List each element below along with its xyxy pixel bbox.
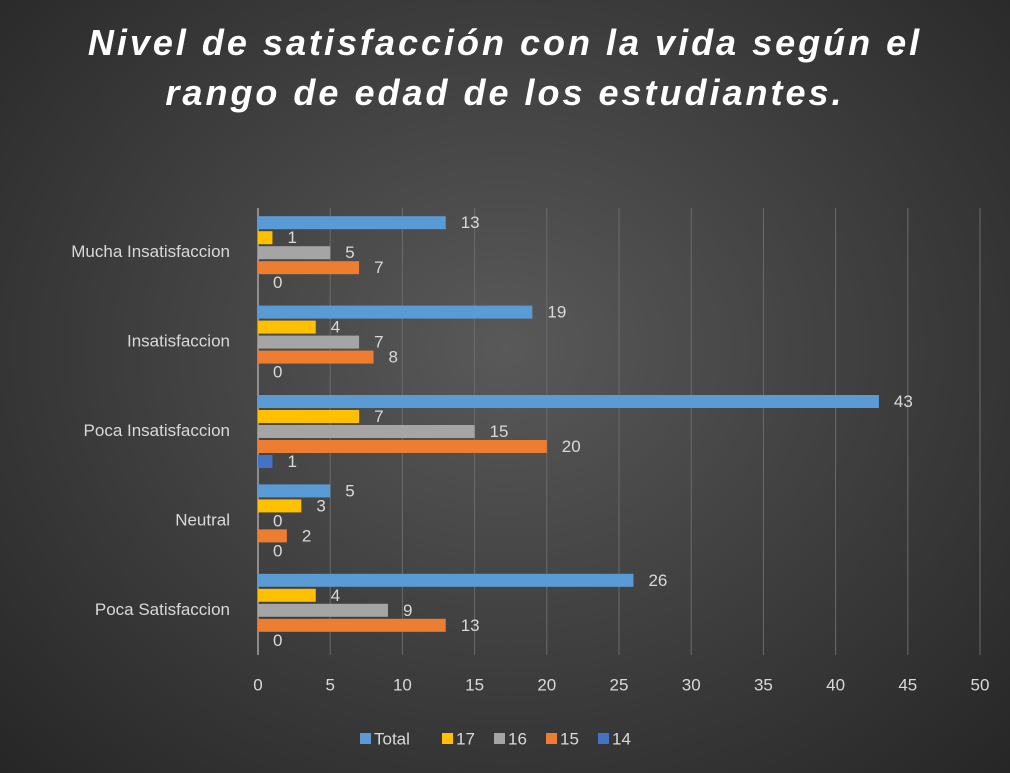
value-label: 4 (331, 318, 340, 337)
value-label: 5 (345, 481, 354, 500)
bar (258, 573, 634, 587)
value-label: 1 (287, 228, 296, 247)
value-label: 15 (490, 422, 509, 441)
value-label: 19 (547, 303, 566, 322)
x-tick-label: 50 (971, 675, 990, 694)
bar (258, 618, 446, 632)
value-label: 9 (403, 601, 412, 620)
y-tick-label: Poca Satisfaccion (95, 600, 230, 619)
value-label: 8 (389, 348, 398, 367)
value-label: 0 (273, 541, 282, 560)
value-label: 13 (461, 616, 480, 635)
legend-swatch (598, 733, 609, 744)
bar (258, 335, 360, 349)
x-tick-label: 15 (465, 675, 484, 694)
bar (258, 603, 388, 617)
bar (258, 529, 287, 543)
x-tick-label: 35 (754, 675, 773, 694)
legend-swatch (360, 733, 371, 744)
bar (258, 440, 547, 453)
bar (258, 216, 446, 230)
x-tick-label: 5 (325, 675, 334, 694)
bar (258, 484, 331, 498)
x-tick-label: 45 (898, 675, 917, 694)
bar (258, 305, 533, 319)
value-label: 0 (273, 273, 282, 292)
bar (258, 395, 879, 408)
value-label: 0 (273, 511, 282, 530)
bar (258, 588, 316, 602)
chart-title: Nivel de satisfacción con la vida según … (87, 22, 923, 113)
value-label: 3 (316, 496, 325, 515)
bar (258, 350, 374, 364)
bar (258, 261, 360, 275)
legend-label: 14 (612, 729, 631, 748)
legend-label: 17 (456, 729, 475, 748)
legend-label: 16 (508, 729, 527, 748)
value-label: 7 (374, 407, 383, 426)
y-tick-label: Mucha Insatisfaccion (71, 242, 230, 261)
value-label: 2 (302, 526, 311, 545)
bar (258, 246, 331, 260)
value-label: 13 (461, 213, 480, 232)
value-label: 26 (648, 571, 667, 590)
legend-swatch (494, 733, 505, 744)
bar (258, 499, 302, 513)
legend-swatch (546, 733, 557, 744)
value-label: 0 (273, 631, 282, 650)
value-label: 4 (331, 586, 340, 605)
legend-label: Total (374, 729, 410, 748)
value-label: 5 (345, 243, 354, 262)
x-tick-label: 40 (826, 675, 845, 694)
x-tick-label: 0 (253, 675, 262, 694)
bar (258, 425, 475, 438)
legend-swatch (442, 733, 453, 744)
y-tick-label: Poca Insatisfaccion (84, 421, 230, 440)
value-label: 7 (374, 258, 383, 277)
value-label: 20 (562, 437, 581, 456)
value-label: 0 (273, 363, 282, 382)
bar (258, 410, 360, 423)
x-tick-label: 10 (393, 675, 412, 694)
y-tick-label: Insatisfaccion (127, 332, 230, 351)
bar (258, 320, 316, 334)
value-label: 43 (894, 392, 913, 411)
x-tick-label: 25 (610, 675, 629, 694)
y-tick-label: Neutral (175, 510, 230, 529)
bar (258, 231, 273, 245)
value-label: 7 (374, 333, 383, 352)
value-label: 1 (287, 452, 296, 471)
legend-label: 15 (560, 729, 579, 748)
x-tick-label: 20 (537, 675, 556, 694)
x-tick-label: 30 (682, 675, 701, 694)
bar (258, 455, 273, 468)
